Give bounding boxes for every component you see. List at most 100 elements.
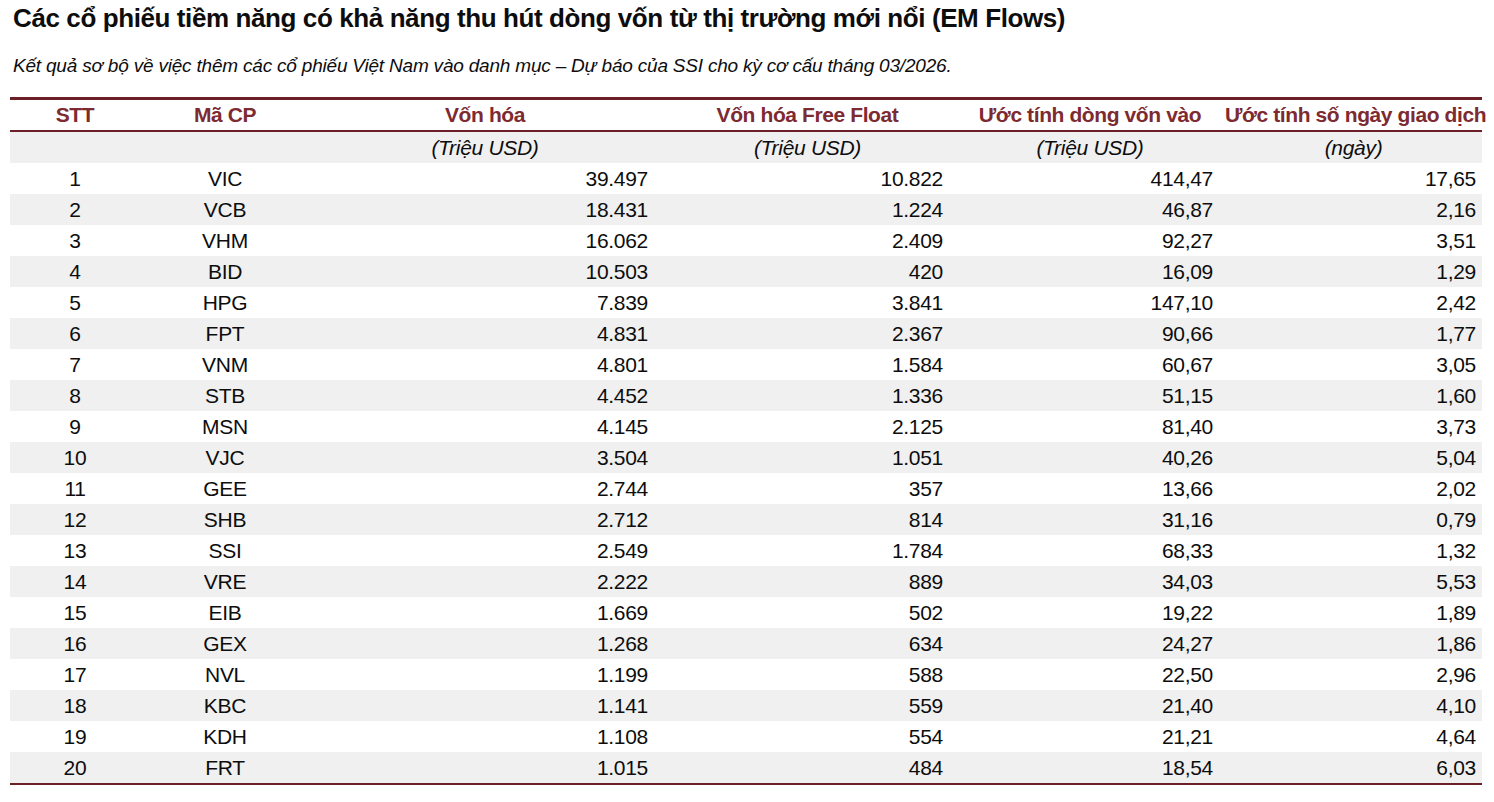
freefloat-cell: 1.584 <box>660 349 955 380</box>
stt-cell: 13 <box>10 535 140 566</box>
stt-cell: 8 <box>10 380 140 411</box>
ticker-cell: VHM <box>140 225 310 256</box>
inflow-cell: 92,27 <box>955 225 1225 256</box>
table-row: 17NVL1.19958822,502,96 <box>10 659 1482 690</box>
ticker-cell: GEX <box>140 628 310 659</box>
freefloat-cell: 420 <box>660 256 955 287</box>
ticker-cell: BID <box>140 256 310 287</box>
column-unit-inflow: (Triệu USD) <box>955 131 1225 163</box>
tradingdays-cell: 2,02 <box>1225 473 1482 504</box>
marketcap-cell: 4.801 <box>310 349 660 380</box>
marketcap-cell: 16.062 <box>310 225 660 256</box>
ticker-cell: SSI <box>140 535 310 566</box>
table-row: 19KDH1.10855421,214,64 <box>10 721 1482 752</box>
inflow-cell: 13,66 <box>955 473 1225 504</box>
table-row: 5HPG7.8393.841147,102,42 <box>10 287 1482 318</box>
tradingdays-cell: 1,86 <box>1225 628 1482 659</box>
tradingdays-cell: 2,16 <box>1225 194 1482 225</box>
freefloat-cell: 889 <box>660 566 955 597</box>
marketcap-cell: 1.015 <box>310 752 660 784</box>
stt-cell: 20 <box>10 752 140 784</box>
ticker-cell: HPG <box>140 287 310 318</box>
stt-cell: 17 <box>10 659 140 690</box>
ticker-cell: KDH <box>140 721 310 752</box>
marketcap-cell: 2.712 <box>310 504 660 535</box>
inflow-cell: 22,50 <box>955 659 1225 690</box>
table-row: 2VCB18.4311.22446,872,16 <box>10 194 1482 225</box>
marketcap-cell: 2.222 <box>310 566 660 597</box>
page-subtitle: Kết quả sơ bộ về việc thêm các cổ phiếu … <box>13 54 1494 78</box>
tradingdays-cell: 1,77 <box>1225 318 1482 349</box>
stt-cell: 12 <box>10 504 140 535</box>
inflow-cell: 81,40 <box>955 411 1225 442</box>
stt-cell: 14 <box>10 566 140 597</box>
ticker-cell: MSN <box>140 411 310 442</box>
tradingdays-cell: 17,65 <box>1225 163 1482 194</box>
ticker-cell: VCB <box>140 194 310 225</box>
column-unit-ticker <box>140 131 310 163</box>
stt-cell: 18 <box>10 690 140 721</box>
marketcap-cell: 2.549 <box>310 535 660 566</box>
table-row: 10VJC3.5041.05140,265,04 <box>10 442 1482 473</box>
stt-cell: 19 <box>10 721 140 752</box>
inflow-cell: 24,27 <box>955 628 1225 659</box>
ticker-cell: KBC <box>140 690 310 721</box>
tradingdays-cell: 1,60 <box>1225 380 1482 411</box>
marketcap-cell: 1.108 <box>310 721 660 752</box>
table-row: 13SSI2.5491.78468,331,32 <box>10 535 1482 566</box>
inflow-cell: 147,10 <box>955 287 1225 318</box>
marketcap-cell: 1.199 <box>310 659 660 690</box>
freefloat-cell: 1.224 <box>660 194 955 225</box>
freefloat-cell: 502 <box>660 597 955 628</box>
freefloat-cell: 3.841 <box>660 287 955 318</box>
inflow-cell: 31,16 <box>955 504 1225 535</box>
marketcap-cell: 3.504 <box>310 442 660 473</box>
column-unit-tradingdays: (ngày) <box>1225 131 1482 163</box>
freefloat-cell: 10.822 <box>660 163 955 194</box>
table-row: 16GEX1.26863424,271,86 <box>10 628 1482 659</box>
ticker-cell: NVL <box>140 659 310 690</box>
marketcap-cell: 1.669 <box>310 597 660 628</box>
ticker-cell: EIB <box>140 597 310 628</box>
freefloat-cell: 559 <box>660 690 955 721</box>
freefloat-cell: 357 <box>660 473 955 504</box>
table-row: 20FRT1.01548418,546,03 <box>10 752 1482 784</box>
freefloat-cell: 1.051 <box>660 442 955 473</box>
tradingdays-cell: 5,04 <box>1225 442 1482 473</box>
stt-cell: 5 <box>10 287 140 318</box>
inflow-cell: 21,21 <box>955 721 1225 752</box>
marketcap-cell: 7.839 <box>310 287 660 318</box>
inflow-cell: 46,87 <box>955 194 1225 225</box>
ticker-cell: FRT <box>140 752 310 784</box>
tradingdays-cell: 3,73 <box>1225 411 1482 442</box>
inflow-cell: 18,54 <box>955 752 1225 784</box>
tradingdays-cell: 2,42 <box>1225 287 1482 318</box>
stt-cell: 11 <box>10 473 140 504</box>
table-row: 1VIC39.49710.822414,4717,65 <box>10 163 1482 194</box>
em-flows-table: STT Mã CP Vốn hóa Vốn hóa Free Float Ước… <box>10 97 1482 785</box>
stt-cell: 15 <box>10 597 140 628</box>
freefloat-cell: 2.125 <box>660 411 955 442</box>
freefloat-cell: 634 <box>660 628 955 659</box>
tradingdays-cell: 1,89 <box>1225 597 1482 628</box>
ticker-cell: STB <box>140 380 310 411</box>
stt-cell: 16 <box>10 628 140 659</box>
freefloat-cell: 814 <box>660 504 955 535</box>
tradingdays-cell: 1,32 <box>1225 535 1482 566</box>
marketcap-cell: 1.268 <box>310 628 660 659</box>
tradingdays-cell: 4,64 <box>1225 721 1482 752</box>
stt-cell: 3 <box>10 225 140 256</box>
ticker-cell: FPT <box>140 318 310 349</box>
column-header-tradingdays: Ước tính số ngày giao dịch <box>1225 99 1482 132</box>
inflow-cell: 414,47 <box>955 163 1225 194</box>
ticker-cell: VNM <box>140 349 310 380</box>
table-row: 4BID10.50342016,091,29 <box>10 256 1482 287</box>
inflow-cell: 60,67 <box>955 349 1225 380</box>
stt-cell: 4 <box>10 256 140 287</box>
table-row: 14VRE2.22288934,035,53 <box>10 566 1482 597</box>
freefloat-cell: 554 <box>660 721 955 752</box>
marketcap-cell: 4.831 <box>310 318 660 349</box>
column-unit-stt <box>10 131 140 163</box>
marketcap-cell: 18.431 <box>310 194 660 225</box>
marketcap-cell: 2.744 <box>310 473 660 504</box>
